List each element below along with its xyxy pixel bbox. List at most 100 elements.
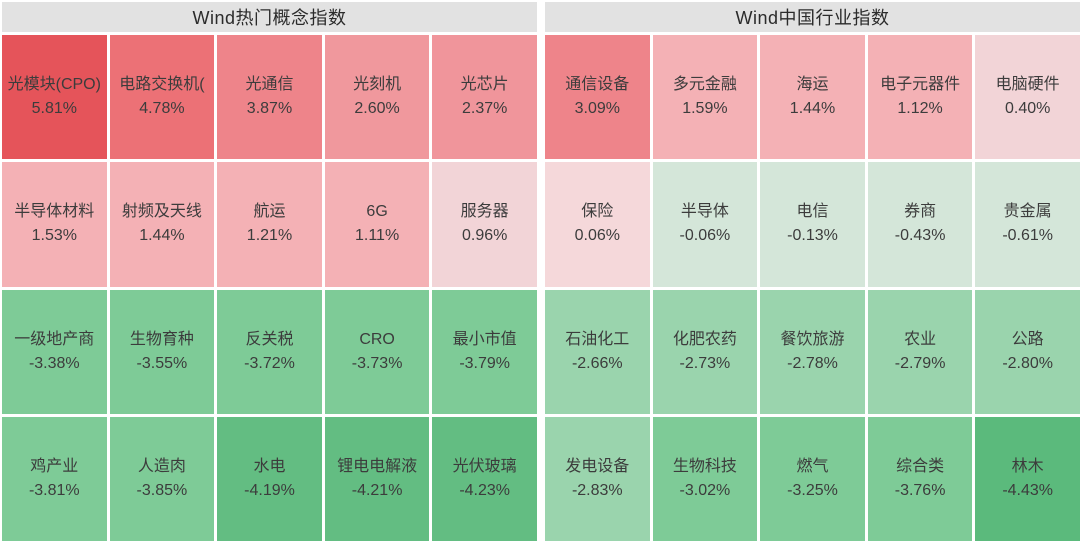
index-name: 服务器 — [460, 203, 509, 221]
index-change-percent: -0.06% — [679, 227, 731, 245]
index-change-percent: 2.37% — [462, 100, 508, 118]
index-name: 多元金融 — [672, 76, 737, 94]
heatmap-cell[interactable]: 农业 -2.79% — [867, 289, 973, 414]
index-name: 林木 — [1011, 457, 1044, 475]
index-change-percent: -3.81% — [28, 481, 80, 499]
heatmap-cell[interactable]: 保险 0.06% — [545, 162, 650, 287]
index-change-percent: -2.80% — [1002, 354, 1054, 372]
index-name: 电路交换机( — [119, 76, 205, 94]
index-name: 人造肉 — [137, 457, 186, 475]
heatmap-cell[interactable]: 人造肉 -3.85% — [109, 416, 215, 541]
index-change-percent: 1.44% — [139, 227, 185, 245]
heatmap-cell[interactable]: 反关税 -3.72% — [217, 289, 322, 414]
heatmap-cell[interactable]: 林木 -4.43% — [975, 416, 1080, 541]
index-name: CRO — [359, 330, 395, 348]
heatmap-cell[interactable]: 光模块(CPO) 5.81% — [2, 35, 107, 160]
index-change-percent: -4.19% — [244, 481, 295, 499]
index-change-percent: -2.83% — [571, 481, 623, 499]
index-name: 半导体材料 — [14, 203, 95, 221]
heatmap-cell[interactable]: 一级地产商 -3.38% — [2, 289, 107, 414]
index-change-percent: 1.11% — [355, 227, 400, 245]
index-name: 农业 — [904, 330, 937, 348]
index-name: 射频及天线 — [121, 203, 202, 221]
heatmap-cell[interactable]: 餐饮旅游 -2.78% — [760, 289, 865, 414]
section-title: Wind中国行业指数 — [545, 2, 1080, 32]
index-name: 生物育种 — [129, 330, 194, 348]
heatmap-cell[interactable]: 多元金融 1.59% — [652, 35, 758, 160]
index-name: 半导体 — [680, 203, 729, 221]
heatmap-cell[interactable]: 贵金属 -0.61% — [975, 162, 1080, 287]
index-change-percent: 1.12% — [897, 100, 943, 118]
index-change-percent: -3.76% — [894, 481, 946, 499]
heatmap-cell[interactable]: 公路 -2.80% — [975, 289, 1080, 414]
heatmap-cell[interactable]: CRO -3.73% — [324, 289, 430, 414]
heatmap-cell[interactable]: 发电设备 -2.83% — [545, 416, 650, 541]
heatmap-cell[interactable]: 最小市值 -3.79% — [432, 289, 537, 414]
heatmap-cell[interactable]: 燃气 -3.25% — [760, 416, 865, 541]
index-name: 电子元器件 — [880, 76, 961, 94]
index-name: 通信设备 — [565, 76, 630, 94]
heatmap-cell[interactable]: 光通信 3.87% — [217, 35, 322, 160]
index-name: 餐饮旅游 — [780, 330, 845, 348]
index-name: 光伏玻璃 — [452, 457, 517, 475]
index-change-percent: -3.72% — [244, 354, 295, 372]
heatmap-cell[interactable]: 生物育种 -3.55% — [109, 289, 215, 414]
heatmap-cell[interactable]: 半导体材料 1.53% — [2, 162, 107, 287]
heatmap-grid: 通信设备 3.09% 多元金融 1.59% 海运 1.44% 电子元器件 1.1… — [545, 35, 1080, 541]
index-change-percent: -4.43% — [1002, 481, 1054, 499]
heatmap-cell[interactable]: 电信 -0.13% — [760, 162, 865, 287]
heatmap-cell[interactable]: 光刻机 2.60% — [324, 35, 430, 160]
heatmap-cell[interactable]: 射频及天线 1.44% — [109, 162, 215, 287]
index-change-percent: -0.43% — [894, 227, 946, 245]
index-change-percent: -3.79% — [459, 354, 511, 372]
index-change-percent: 1.59% — [682, 100, 728, 118]
index-change-percent: 5.81% — [31, 100, 77, 118]
index-change-percent: -2.78% — [787, 354, 838, 372]
index-change-percent: -0.13% — [787, 227, 838, 245]
index-name: 贵金属 — [1003, 203, 1052, 221]
heatmap-cell[interactable]: 通信设备 3.09% — [545, 35, 650, 160]
index-name: 反关税 — [245, 330, 294, 348]
heatmap-cell[interactable]: 光芯片 2.37% — [432, 35, 537, 160]
index-name: 化肥农药 — [672, 330, 737, 348]
index-change-percent: -3.25% — [787, 481, 838, 499]
index-change-percent: 3.87% — [246, 100, 293, 118]
heatmap-cell[interactable]: 水电 -4.19% — [217, 416, 322, 541]
heatmap-cell[interactable]: 生物科技 -3.02% — [652, 416, 758, 541]
index-change-percent: -0.61% — [1002, 227, 1054, 245]
index-change-percent: -3.73% — [351, 354, 403, 372]
index-name: 最小市值 — [452, 330, 517, 348]
index-name: 一级地产商 — [14, 330, 95, 348]
index-change-percent: -4.23% — [459, 481, 511, 499]
index-name: 水电 — [253, 457, 286, 475]
heatmap-cell[interactable]: 半导体 -0.06% — [652, 162, 758, 287]
index-change-percent: 0.96% — [462, 227, 508, 245]
index-name: 锂电电解液 — [337, 457, 418, 475]
index-change-percent: -2.66% — [571, 354, 623, 372]
heatmap-cell[interactable]: 航运 1.21% — [217, 162, 322, 287]
index-change-percent: 1.21% — [246, 227, 293, 245]
heatmap-cell[interactable]: 电子元器件 1.12% — [867, 35, 973, 160]
index-name: 航运 — [253, 203, 286, 221]
heatmap-cell[interactable]: 6G 1.11% — [324, 162, 430, 287]
heatmap-cell[interactable]: 电路交换机( 4.78% — [109, 35, 215, 160]
index-name: 光刻机 — [353, 76, 402, 94]
heatmap-cell[interactable]: 电脑硬件 0.40% — [975, 35, 1080, 160]
heatmap-cell[interactable]: 锂电电解液 -4.21% — [324, 416, 430, 541]
heatmap-cell[interactable]: 鸡产业 -3.81% — [2, 416, 107, 541]
index-name: 燃气 — [796, 457, 829, 475]
index-name: 券商 — [904, 203, 937, 221]
index-name: 电脑硬件 — [995, 76, 1060, 94]
section-title: Wind热门概念指数 — [2, 2, 537, 32]
heatmap-cell[interactable]: 券商 -0.43% — [867, 162, 973, 287]
heatmap-cell[interactable]: 石油化工 -2.66% — [545, 289, 650, 414]
heatmap-grid: 光模块(CPO) 5.81% 电路交换机( 4.78% 光通信 3.87% 光刻… — [2, 35, 537, 541]
heatmap-cell[interactable]: 海运 1.44% — [760, 35, 865, 160]
index-change-percent: 3.09% — [574, 100, 620, 118]
index-change-percent: 2.60% — [354, 100, 400, 118]
heatmap-cell[interactable]: 服务器 0.96% — [432, 162, 537, 287]
heatmap-cell[interactable]: 光伏玻璃 -4.23% — [432, 416, 537, 541]
heatmap-cell[interactable]: 综合类 -3.76% — [867, 416, 973, 541]
heatmap-cell[interactable]: 化肥农药 -2.73% — [652, 289, 758, 414]
